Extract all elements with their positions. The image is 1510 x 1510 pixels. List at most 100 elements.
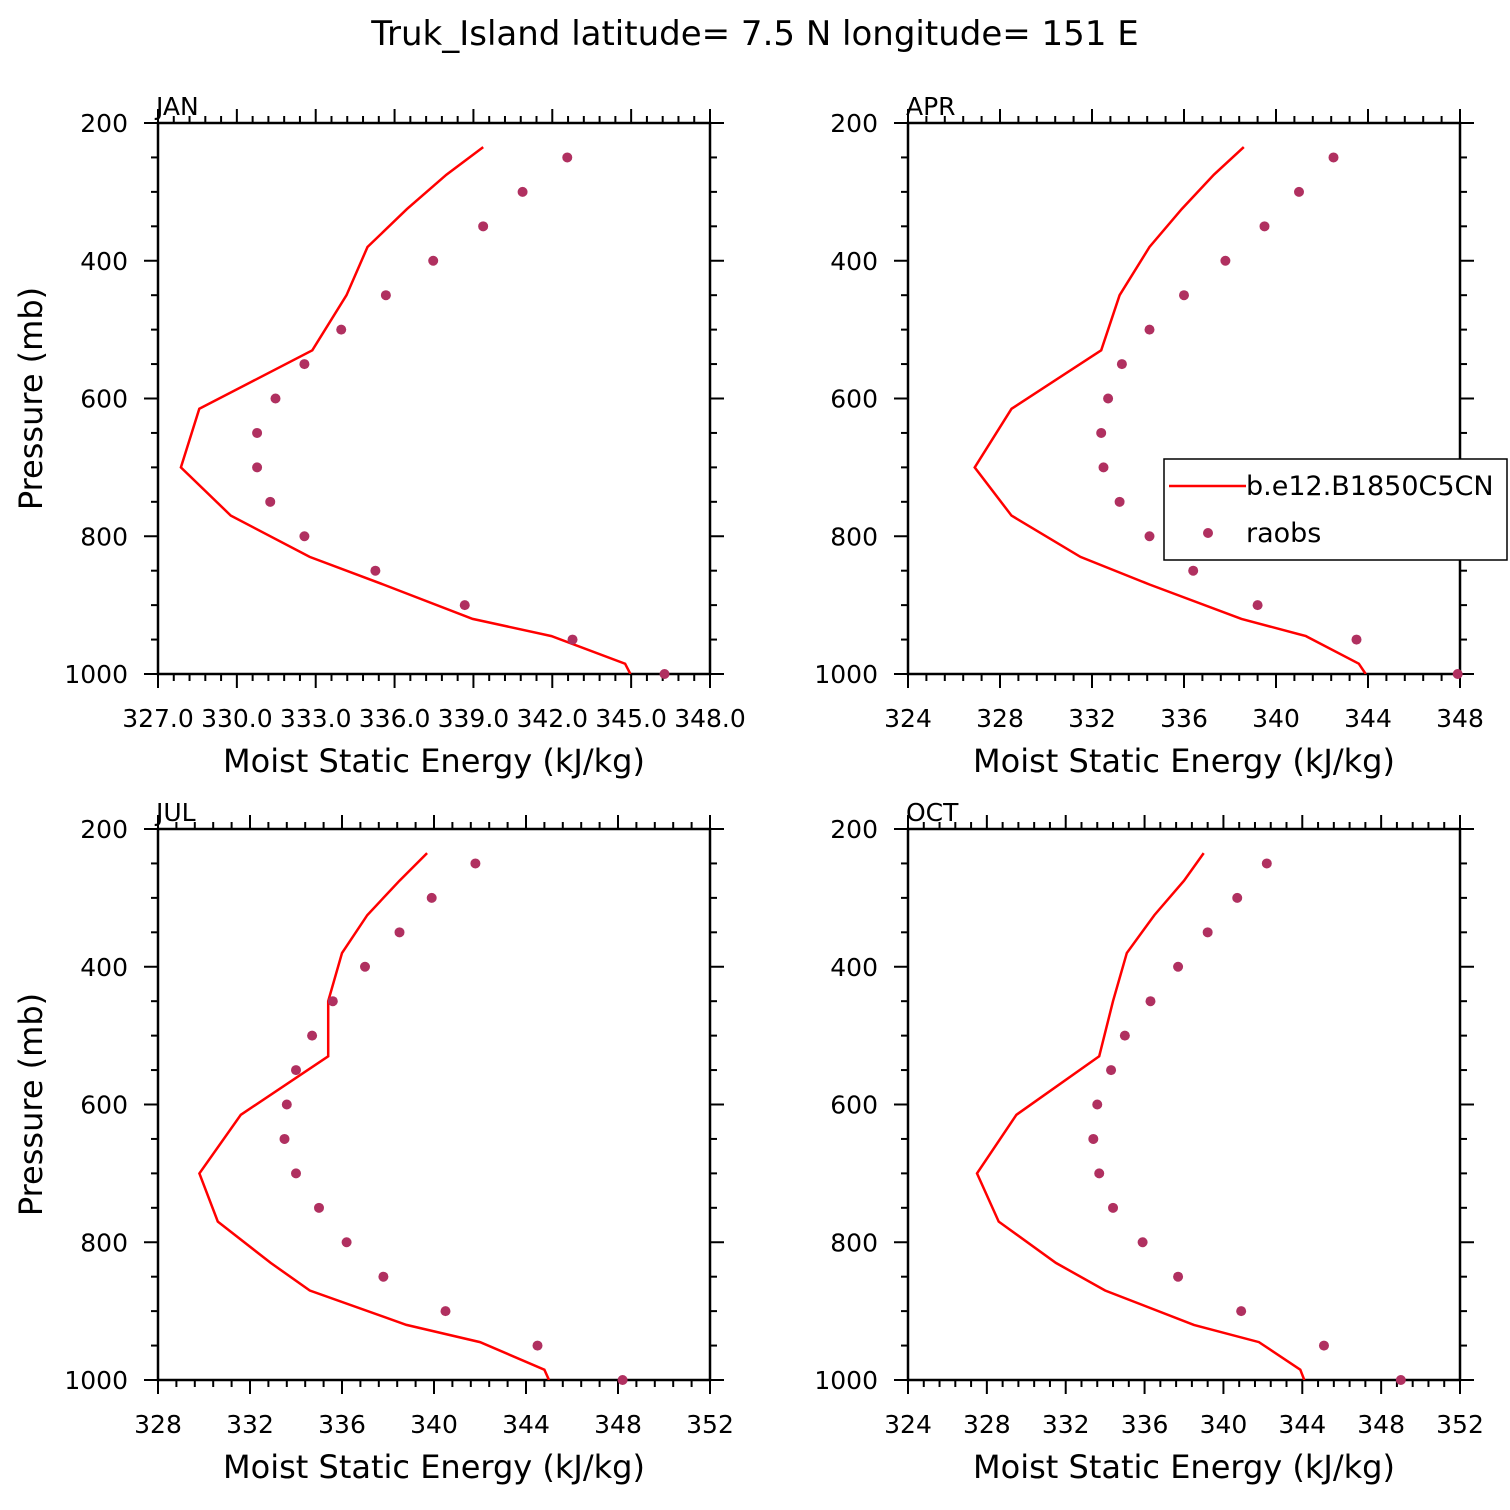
series-point-raobs xyxy=(1236,1306,1247,1317)
y-axis-title: Pressure (mb) xyxy=(12,287,50,510)
y-tick-label: 200 xyxy=(830,815,878,844)
series-point-raobs xyxy=(279,1133,290,1144)
x-tick-label: 330.0 xyxy=(201,704,273,733)
series-line-model xyxy=(179,146,632,674)
series-point-raobs xyxy=(426,892,437,903)
plot-frame xyxy=(906,827,1462,1382)
x-tick-label: 328 xyxy=(134,1410,182,1439)
series-point-raobs xyxy=(1103,393,1114,404)
y-axis-title: Pressure (mb) xyxy=(12,993,50,1216)
x-tick-label: 328 xyxy=(976,704,1024,733)
series-point-raobs xyxy=(291,1168,301,1179)
plot-frame xyxy=(156,827,712,1382)
series-point-raobs xyxy=(1173,1271,1184,1282)
y-tick-label: 800 xyxy=(80,522,128,551)
series-point-raobs xyxy=(567,634,578,645)
x-tick-label: 340 xyxy=(1252,704,1300,733)
y-tick-label: 1000 xyxy=(814,660,878,689)
x-tick-label: 328 xyxy=(963,1410,1011,1439)
series-point-raobs xyxy=(1252,600,1263,611)
y-tick-label: 800 xyxy=(830,1228,878,1257)
series-point-raobs xyxy=(1395,1375,1406,1385)
x-tick-label: 332 xyxy=(1068,704,1116,733)
legend-label-raobs: raobs xyxy=(1246,518,1321,549)
x-axis-title: Moist Static Energy (kJ/kg) xyxy=(223,742,645,780)
series-point-raobs xyxy=(1096,427,1107,438)
x-tick-label: 352 xyxy=(686,1410,734,1439)
series-point-raobs xyxy=(380,290,391,301)
y-tick-label: 400 xyxy=(80,247,128,276)
series-point-raobs xyxy=(336,324,347,335)
series-point-raobs xyxy=(1173,961,1184,972)
series-point-raobs xyxy=(1119,1030,1130,1041)
series-point-raobs xyxy=(1452,669,1463,679)
x-tick-label: 348 xyxy=(1357,1410,1405,1439)
series-point-raobs xyxy=(1294,186,1304,197)
series-point-raobs xyxy=(1261,858,1272,869)
x-tick-label: 345.0 xyxy=(595,704,667,733)
legend-box xyxy=(1163,458,1508,561)
x-tick-label: 340 xyxy=(410,1410,458,1439)
legend-label-model: b.e12.B1850C5CN xyxy=(1246,471,1494,502)
series-point-raobs xyxy=(1318,1340,1329,1351)
series-point-raobs xyxy=(1145,996,1156,1007)
x-axis-title: Moist Static Energy (kJ/kg) xyxy=(973,1448,1395,1486)
series-point-raobs xyxy=(281,1099,292,1110)
series-point-raobs xyxy=(1108,1202,1119,1213)
series-point-raobs xyxy=(659,669,670,679)
series-point-raobs xyxy=(270,393,281,404)
panel-label: JAN xyxy=(154,92,199,121)
x-tick-label: 339.0 xyxy=(438,704,510,733)
legend-dot-swatch xyxy=(1203,528,1213,538)
x-tick-label: 348 xyxy=(1436,704,1484,733)
series-point-raobs xyxy=(459,600,470,611)
y-tick-label: 1000 xyxy=(814,1366,878,1395)
x-tick-label: 340 xyxy=(1200,1410,1248,1439)
series-point-raobs xyxy=(562,152,573,163)
x-tick-label: 336 xyxy=(1121,1410,1169,1439)
series-point-raobs xyxy=(1328,152,1339,163)
chart-panel-apr: APR 324 328 332 336 340 344 348 200 400 600 800 1000… xyxy=(814,92,1508,780)
chart-panel-jul: JUL 328 332 336 340 344 348 352 200 400 600 800 1000… xyxy=(12,798,734,1486)
x-tick-label: 324 xyxy=(884,704,932,733)
y-tick-label: 1000 xyxy=(64,660,128,689)
series-point-raobs xyxy=(470,858,481,869)
series-point-raobs xyxy=(617,1375,628,1385)
x-tick-label: 344 xyxy=(502,1410,550,1439)
series-point-raobs xyxy=(1106,1065,1117,1076)
series-point-raobs xyxy=(440,1306,451,1317)
y-tick-label: 200 xyxy=(830,109,878,138)
series-point-raobs xyxy=(1179,290,1189,301)
panel-label: JUL xyxy=(154,798,196,827)
x-tick-label: 333.0 xyxy=(280,704,352,733)
x-tick-label: 348.0 xyxy=(674,704,746,733)
series-point-raobs xyxy=(265,496,276,507)
series-point-raobs xyxy=(252,462,263,473)
y-tick-label: 400 xyxy=(830,953,878,982)
x-axis-title: Moist Static Energy (kJ/kg) xyxy=(223,1448,645,1486)
y-tick-label: 1000 xyxy=(64,1366,128,1395)
y-tick-label: 200 xyxy=(80,109,128,138)
y-tick-label: 400 xyxy=(830,247,878,276)
series-point-raobs xyxy=(532,1340,543,1351)
series-point-raobs xyxy=(291,1065,301,1076)
series-point-raobs xyxy=(299,359,310,370)
y-tick-label: 200 xyxy=(80,815,128,844)
x-tick-label: 336 xyxy=(1160,704,1208,733)
series-point-raobs xyxy=(1137,1237,1148,1248)
x-tick-label: 342.0 xyxy=(516,704,588,733)
panel-label: OCT xyxy=(906,798,959,827)
series-point-raobs xyxy=(1144,531,1155,542)
figure-title: Truk_Island latitude= 7.5 N longitude= 1… xyxy=(370,14,1139,54)
series-point-raobs xyxy=(1092,1099,1103,1110)
series-point-raobs xyxy=(1351,634,1362,645)
series-point-raobs xyxy=(378,1271,389,1282)
series-point-raobs xyxy=(1098,462,1109,473)
series-point-raobs xyxy=(1188,565,1199,576)
x-tick-label: 332 xyxy=(226,1410,274,1439)
series-point-raobs xyxy=(314,1202,324,1213)
series-line-model xyxy=(197,852,551,1380)
series-point-raobs xyxy=(1116,359,1127,370)
